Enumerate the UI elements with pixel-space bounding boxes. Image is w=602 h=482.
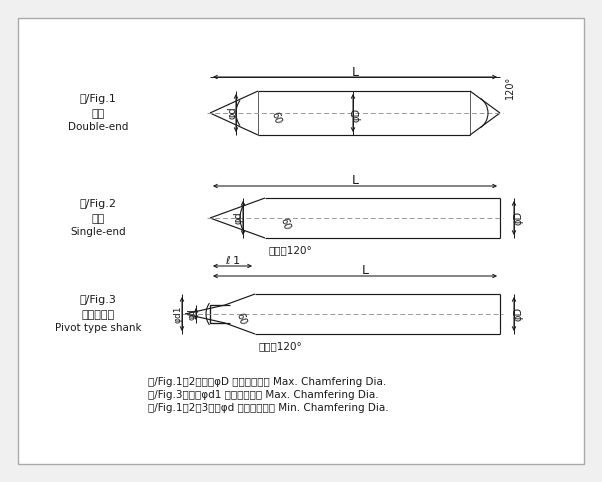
Text: 60: 60 bbox=[269, 111, 283, 125]
Text: 図/Fig.1，2　：　φD 最大面取り径 Max. Chamfering Dia.: 図/Fig.1，2 ： φD 最大面取り径 Max. Chamfering Di… bbox=[148, 377, 386, 387]
Text: L: L bbox=[352, 66, 359, 79]
Text: ルーマ形状: ルーマ形状 bbox=[81, 310, 114, 320]
Text: 図/Fig.1: 図/Fig.1 bbox=[79, 94, 116, 104]
Text: 図/Fig.1，2，3：　φd 最小面取り径 Min. Chamfering Dia.: 図/Fig.1，2，3： φd 最小面取り径 Min. Chamfering D… bbox=[148, 403, 389, 413]
Text: 図/Fig.2: 図/Fig.2 bbox=[79, 199, 117, 209]
Text: 片刃: 片刃 bbox=[92, 214, 105, 224]
Text: 図/Fig.3　　：φd1 最大面取り径 Max. Chamfering Dia.: 図/Fig.3 ：φd1 最大面取り径 Max. Chamfering Dia. bbox=[148, 390, 379, 400]
Text: 図/Fig.3: 図/Fig.3 bbox=[79, 295, 116, 305]
Text: 両刃: 両刃 bbox=[92, 109, 105, 119]
Text: φd1: φd1 bbox=[173, 305, 182, 323]
Text: L: L bbox=[361, 265, 368, 278]
Text: 先端角120°: 先端角120° bbox=[258, 341, 302, 351]
Text: Single-end: Single-end bbox=[70, 227, 126, 237]
Text: Double-end: Double-end bbox=[68, 122, 128, 132]
Text: ℓ 1: ℓ 1 bbox=[225, 256, 240, 266]
Text: φD: φD bbox=[513, 211, 523, 225]
Text: φD: φD bbox=[352, 108, 362, 122]
Text: φd: φd bbox=[187, 308, 196, 320]
Text: φD: φD bbox=[513, 307, 523, 321]
Text: φd: φd bbox=[234, 212, 244, 224]
Text: φd: φd bbox=[227, 107, 237, 120]
Text: 120°: 120° bbox=[505, 75, 515, 99]
Text: 60: 60 bbox=[278, 216, 291, 231]
Text: Pivot type shank: Pivot type shank bbox=[55, 323, 141, 333]
Text: 先端角120°: 先端角120° bbox=[268, 245, 312, 255]
Text: 60: 60 bbox=[234, 312, 247, 326]
Text: L: L bbox=[352, 174, 359, 187]
